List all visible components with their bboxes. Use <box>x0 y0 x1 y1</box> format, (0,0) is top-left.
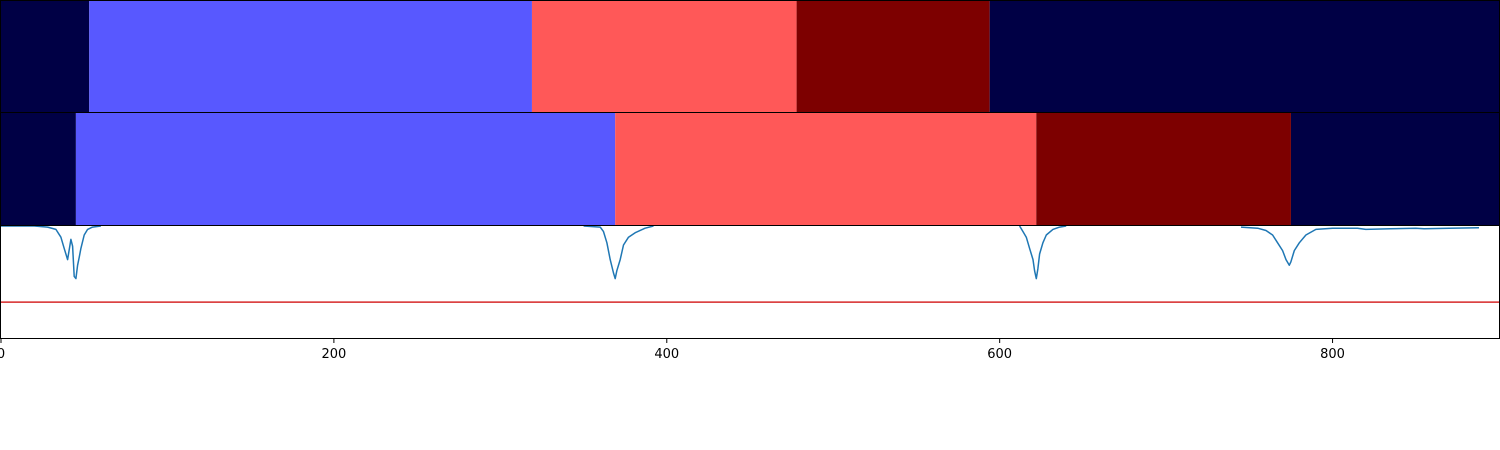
segment-4 <box>1290 113 1499 225</box>
segment-1 <box>89 1 532 112</box>
segment-bar-panel-1 <box>0 0 1500 113</box>
series-line-segment-0 <box>1 225 101 280</box>
x-tick-label: 600 <box>987 347 1012 362</box>
segment-2 <box>615 113 1037 225</box>
x-tick-label: 200 <box>321 347 346 362</box>
line-plot-panel <box>0 225 1500 339</box>
segment-0 <box>1 113 76 225</box>
series-line-segment-3 <box>1240 226 1480 266</box>
segment-4 <box>989 1 1499 112</box>
segment-1 <box>75 113 616 225</box>
x-tick-label: 0 <box>0 347 5 362</box>
series-line-segment-1 <box>583 225 654 280</box>
segment-0 <box>1 1 90 112</box>
x-tick-label: 400 <box>654 347 679 362</box>
x-tick-label: 800 <box>1320 347 1345 362</box>
series-line-segment-2 <box>1018 225 1067 280</box>
segment-3 <box>1036 113 1291 225</box>
segment-bar-panel-2 <box>0 112 1500 226</box>
panel-frame <box>0 225 1500 339</box>
x-axis: 0 200 400 600 800 <box>0 338 1345 362</box>
segment-3 <box>796 1 990 112</box>
segment-2 <box>531 1 797 112</box>
